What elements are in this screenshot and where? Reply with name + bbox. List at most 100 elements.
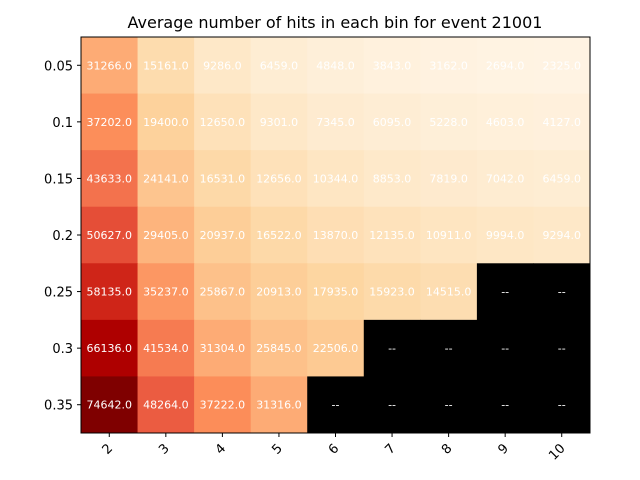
heatmap-cell bbox=[250, 263, 308, 321]
cell-value-label: 10911.0 bbox=[426, 229, 472, 242]
cell-value-label: 13870.0 bbox=[313, 229, 359, 242]
heatmap-cell bbox=[533, 93, 591, 151]
heatmap-cell bbox=[533, 37, 591, 95]
heatmap-cell bbox=[194, 263, 252, 321]
heatmap-cell bbox=[363, 376, 421, 434]
y-tick-label: 0.2 bbox=[52, 229, 73, 244]
y-axis: 0.05 0.1 0.15 0.2 0.25 0.3 0.35 bbox=[44, 59, 81, 414]
heatmap-cell bbox=[81, 150, 139, 208]
heatmap-cell bbox=[476, 93, 534, 151]
heatmap-cell bbox=[250, 376, 308, 434]
heatmap-cell bbox=[307, 206, 365, 264]
cell-value-label: 37222.0 bbox=[200, 399, 246, 412]
cell-value-label: -- bbox=[558, 286, 566, 299]
cell-value-label: 7819.0 bbox=[429, 172, 468, 185]
heatmap-cell bbox=[307, 37, 365, 95]
x-tick-label: 9 bbox=[496, 441, 512, 457]
cell-value-label: 25867.0 bbox=[200, 286, 246, 299]
cell-value-label: 2325.0 bbox=[542, 59, 581, 72]
cell-value-label: 41534.0 bbox=[143, 342, 189, 355]
heatmap-cell bbox=[420, 376, 478, 434]
cell-value-label: 31266.0 bbox=[87, 59, 133, 72]
heatmap-cell bbox=[476, 206, 534, 264]
cell-value-label: 37202.0 bbox=[87, 116, 133, 129]
heatmap-cell bbox=[476, 319, 534, 377]
cell-value-label: 50627.0 bbox=[87, 229, 133, 242]
cell-value-label: 4603.0 bbox=[486, 116, 525, 129]
y-tick-label: 0.1 bbox=[52, 116, 73, 131]
cell-value-label: 12135.0 bbox=[369, 229, 415, 242]
cell-value-label: 16531.0 bbox=[200, 172, 246, 185]
cell-value-label: -- bbox=[501, 342, 509, 355]
x-tick-label: 6 bbox=[326, 441, 342, 457]
cell-value-label: 31316.0 bbox=[256, 399, 302, 412]
cell-value-label: 6459.0 bbox=[542, 172, 581, 185]
y-tick-label: 0.15 bbox=[44, 172, 73, 187]
cell-value-label: 14515.0 bbox=[426, 286, 472, 299]
cell-value-label: 9301.0 bbox=[260, 116, 299, 129]
cell-value-label: 12656.0 bbox=[256, 172, 302, 185]
x-tick-label: 5 bbox=[269, 441, 285, 457]
heatmap-cell bbox=[533, 150, 591, 208]
heatmap-cell bbox=[307, 319, 365, 377]
heatmap-cell bbox=[194, 93, 252, 151]
cell-value-label: 9286.0 bbox=[203, 59, 242, 72]
cell-value-label: 3843.0 bbox=[373, 59, 412, 72]
heatmap-cell bbox=[533, 206, 591, 264]
heatmap-cell bbox=[81, 93, 139, 151]
x-tick-label: 3 bbox=[156, 441, 172, 457]
cell-value-label: 9994.0 bbox=[486, 229, 525, 242]
cell-value-label: 15923.0 bbox=[369, 286, 415, 299]
heatmap-cell bbox=[533, 263, 591, 321]
heatmap-cell bbox=[307, 263, 365, 321]
y-tick-label: 0.25 bbox=[44, 286, 73, 301]
cell-value-label: -- bbox=[501, 286, 509, 299]
heatmap-cell bbox=[137, 93, 195, 151]
heatmap-cell bbox=[476, 150, 534, 208]
heatmap-cell bbox=[137, 37, 195, 95]
heatmap-cell bbox=[363, 206, 421, 264]
cell-value-label: 35237.0 bbox=[143, 286, 189, 299]
cell-value-label: 17935.0 bbox=[313, 286, 359, 299]
cell-value-label: 48264.0 bbox=[143, 399, 189, 412]
heatmap-cell bbox=[81, 37, 139, 95]
heatmap-cell bbox=[476, 263, 534, 321]
heatmap-cell bbox=[363, 263, 421, 321]
cell-value-label: 12650.0 bbox=[200, 116, 246, 129]
x-tick-label: 2 bbox=[100, 441, 116, 457]
cell-value-label: -- bbox=[388, 342, 396, 355]
heatmap-cell bbox=[250, 37, 308, 95]
cell-value-label: -- bbox=[445, 342, 453, 355]
heatmap-cell bbox=[81, 206, 139, 264]
cell-value-label: -- bbox=[501, 399, 509, 412]
heatmap-cell bbox=[307, 150, 365, 208]
heatmap-cell bbox=[137, 150, 195, 208]
cell-value-label: 4127.0 bbox=[542, 116, 581, 129]
heatmap-cell bbox=[194, 319, 252, 377]
heatmap-cell bbox=[420, 263, 478, 321]
heatmap-cell bbox=[476, 376, 534, 434]
heatmap-cell bbox=[194, 206, 252, 264]
heatmap-cell bbox=[137, 376, 195, 434]
cell-value-label: -- bbox=[558, 399, 566, 412]
cell-value-label: 20913.0 bbox=[256, 286, 302, 299]
cell-value-label: 6459.0 bbox=[260, 59, 299, 72]
cell-value-label: 24141.0 bbox=[143, 172, 189, 185]
cell-value-label: 16522.0 bbox=[256, 229, 302, 242]
x-tick-label: 10 bbox=[546, 441, 568, 463]
cell-value-label: -- bbox=[388, 399, 396, 412]
heatmap-cell bbox=[476, 37, 534, 95]
cell-value-label: 2694.0 bbox=[486, 59, 525, 72]
cell-value-label: 74642.0 bbox=[87, 399, 133, 412]
heatmap-cell bbox=[420, 93, 478, 151]
heatmap-cell bbox=[194, 376, 252, 434]
cell-value-label: -- bbox=[332, 399, 340, 412]
heatmap-cell bbox=[81, 263, 139, 321]
heatmap-cell bbox=[363, 37, 421, 95]
heatmap-cell bbox=[81, 376, 139, 434]
cell-value-label: 8853.0 bbox=[373, 172, 412, 185]
cell-value-label: 20937.0 bbox=[200, 229, 246, 242]
cell-value-label: -- bbox=[445, 399, 453, 412]
cell-value-label: 29405.0 bbox=[143, 229, 189, 242]
heatmap-cell bbox=[137, 206, 195, 264]
